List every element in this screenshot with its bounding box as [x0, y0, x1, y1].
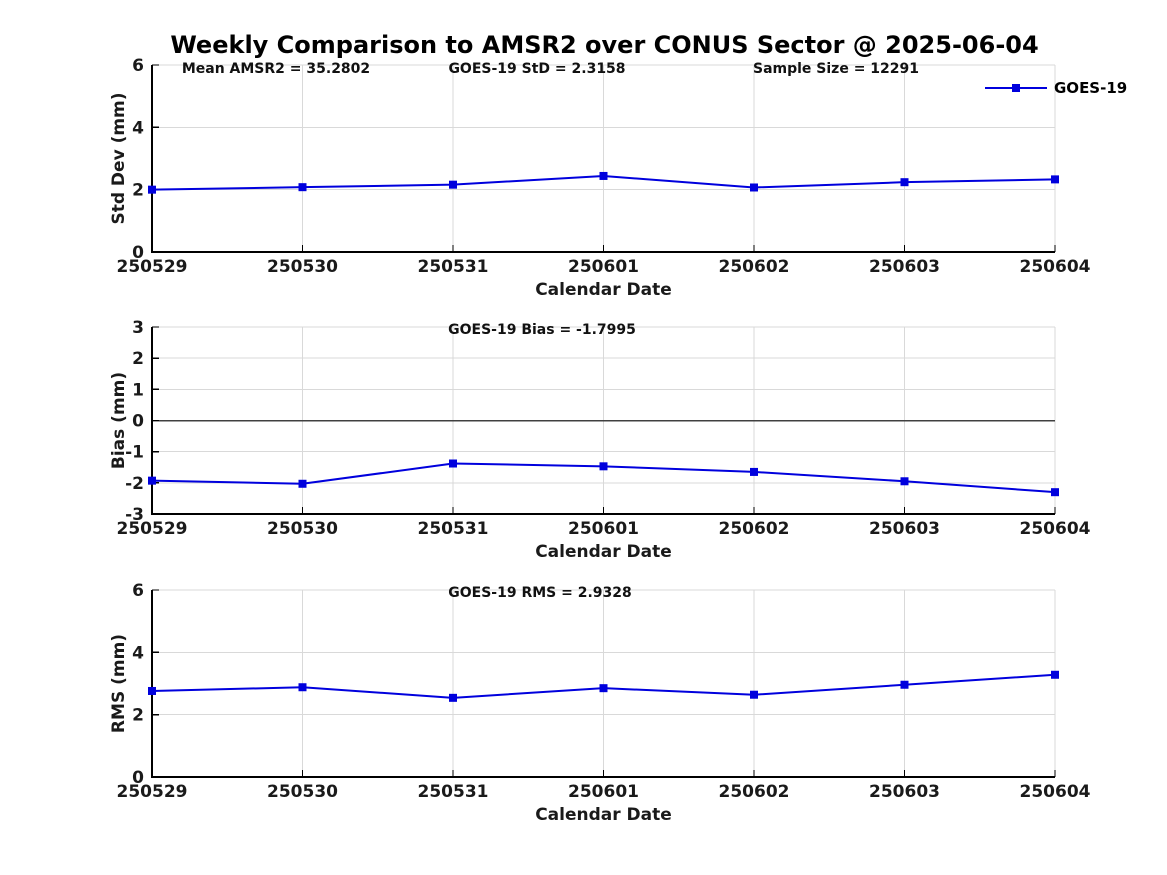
- goes19-data-point: [750, 690, 758, 699]
- legend: GOES-19: [985, 79, 1127, 97]
- y-tick-label: 4: [132, 118, 144, 138]
- y-tick-label: 2: [132, 181, 144, 201]
- goes19-data-point: [298, 683, 307, 692]
- goes19-data-point: [1051, 175, 1059, 184]
- x-axis-title: Calendar Date: [535, 280, 672, 300]
- y-tick-label: 2: [132, 706, 144, 726]
- x-axis-title: Calendar Date: [535, 542, 672, 562]
- y-tick-label: 0: [132, 768, 144, 788]
- goes19-data-point: [148, 686, 156, 695]
- goes19-data-point: [449, 693, 457, 702]
- x-tick-label: 250604: [1020, 519, 1091, 539]
- subplot-annotation: GOES-19 Bias = -1.7995: [448, 322, 636, 338]
- x-tick-label: 250530: [267, 257, 338, 277]
- y-tick-label: 4: [132, 643, 144, 663]
- x-tick-label: 250603: [869, 257, 940, 277]
- y-tick-label: 2: [132, 349, 144, 369]
- bias-subplot: -3 -2 -1 0 1 2 3 250529 250530 250531 250601 250602…: [109, 318, 1091, 562]
- y-tick-label: -2: [125, 474, 144, 494]
- x-tick-label: 250603: [869, 519, 940, 539]
- goes19-data-point: [298, 183, 307, 192]
- x-tick-label: 250529: [117, 257, 188, 277]
- y-axis-title: Bias (mm): [109, 372, 129, 469]
- goes19-data-point: [900, 477, 909, 486]
- x-tick-label: 250529: [117, 782, 188, 802]
- goes19-data-point: [750, 183, 758, 192]
- goes19-data-point: [599, 684, 608, 693]
- goes19-data-point: [1051, 670, 1059, 679]
- y-tick-label: 3: [132, 318, 144, 338]
- subplot-annotation: GOES-19 StD = 2.3158: [448, 61, 625, 77]
- y-tick-label: 0: [132, 243, 144, 263]
- x-tick-label: 250601: [568, 257, 639, 277]
- x-tick-label: 250601: [568, 519, 639, 539]
- y-axis-title: Std Dev (mm): [109, 92, 129, 224]
- y-axis-title: RMS (mm): [109, 634, 129, 733]
- goes19-data-point: [599, 171, 608, 180]
- goes19-data-point: [900, 680, 909, 689]
- x-tick-label: 250602: [719, 519, 790, 539]
- subplot-annotation: Mean AMSR2 = 35.2802: [182, 61, 370, 77]
- x-tick-label: 250602: [719, 782, 790, 802]
- y-tick-label: -1: [125, 443, 144, 463]
- goes19-data-point: [148, 476, 156, 485]
- goes19-data-point: [599, 462, 608, 471]
- rms-subplot: 0 2 4 6 250529 250530 250531 250601 250602 250603…: [109, 581, 1091, 825]
- goes19-data-point: [449, 459, 457, 468]
- legend-label: GOES-19: [1054, 79, 1127, 97]
- std-dev-subplot: 0 2 4 6 250529 250530 250531 250601 250602 250603…: [109, 56, 1127, 300]
- x-tick-label: 250602: [719, 257, 790, 277]
- y-tick-label: 6: [132, 56, 144, 76]
- goes19-data-point: [900, 178, 909, 187]
- x-tick-label: 250603: [869, 782, 940, 802]
- x-tick-label: 250604: [1020, 782, 1091, 802]
- y-tick-label: 0: [132, 412, 144, 432]
- x-axis-title: Calendar Date: [535, 805, 672, 825]
- x-tick-label: 250531: [418, 782, 489, 802]
- subplot-annotation: Sample Size = 12291: [753, 61, 919, 77]
- x-tick-label: 250530: [267, 782, 338, 802]
- goes19-data-point: [1051, 488, 1059, 497]
- goes19-data-point: [148, 185, 156, 194]
- goes19-data-point: [449, 180, 457, 189]
- goes19-data-point: [298, 479, 307, 488]
- goes19-data-point: [750, 467, 758, 476]
- x-tick-label: 250531: [418, 519, 489, 539]
- y-tick-label: 6: [132, 581, 144, 601]
- x-tick-label: 250531: [418, 257, 489, 277]
- x-tick-label: 250529: [117, 519, 188, 539]
- x-tick-label: 250604: [1020, 257, 1091, 277]
- x-tick-label: 250601: [568, 782, 639, 802]
- y-tick-label: -3: [125, 505, 144, 525]
- legend-marker: [1012, 84, 1020, 92]
- figure-title: Weekly Comparison to AMSR2 over CONUS Se…: [170, 31, 1039, 59]
- y-tick-label: 1: [132, 380, 144, 400]
- subplot-annotation: GOES-19 RMS = 2.9328: [448, 585, 632, 601]
- x-tick-label: 250530: [267, 519, 338, 539]
